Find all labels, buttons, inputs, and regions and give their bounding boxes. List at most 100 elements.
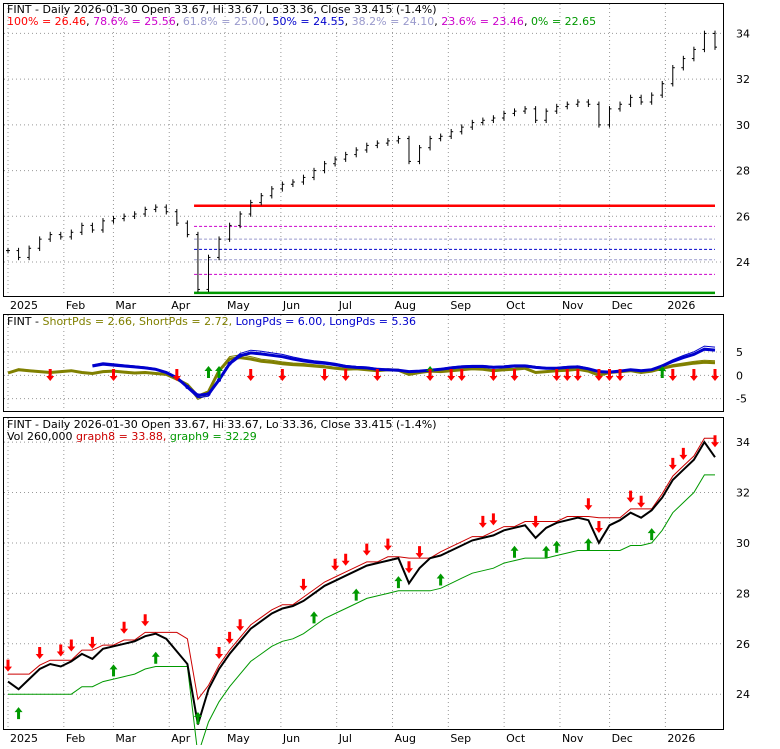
fib-legend: 100% = 26.46, 78.6% = 25.56, 61.8% = 25.… <box>7 15 596 28</box>
price-x-tick-label: Oct <box>506 299 526 312</box>
fib-legend-0: 0% = 22.65 <box>531 15 596 28</box>
guppy-down-arrow <box>278 369 287 381</box>
fib-legend-786: 78.6% = 25.56 <box>93 15 176 28</box>
price-x-tick-label: 2025 <box>10 299 38 312</box>
stop-up-arrow <box>14 707 23 720</box>
stop-up-arrow <box>151 651 160 664</box>
guppy-panel-frame <box>3 314 724 412</box>
price-x-tick-label: Sep <box>450 299 471 312</box>
stop-down-arrow <box>626 490 635 503</box>
price-x-tick-label: Jul <box>338 299 352 312</box>
stop-up-arrow <box>584 538 593 551</box>
stop-up-arrow <box>552 540 561 553</box>
series-layer <box>6 30 717 749</box>
graph9-label: graph9 = 32.29 <box>170 430 257 443</box>
stop-down-arrow <box>404 561 413 574</box>
price-x-tick-label: May <box>227 299 250 312</box>
stop-x-tick-label: Jul <box>338 732 352 745</box>
guppy-down-arrow <box>552 369 561 381</box>
fib-legend-382: 38.2% = 24.10 <box>352 15 435 28</box>
guppy-y-tick-label: -5 <box>736 393 747 406</box>
stop-down-arrow <box>236 619 245 632</box>
guppy-down-arrow <box>616 369 625 381</box>
stop-y-tick-label: 28 <box>736 587 750 600</box>
price-x-tick-label: Feb <box>66 299 85 312</box>
stop-down-arrow <box>331 558 340 571</box>
stop-down-arrow <box>594 520 603 533</box>
stop-panel-title: FINT - Daily 2026-01-30 Open 33.67, Hi 3… <box>7 418 437 431</box>
stop-x-tick-label: Sep <box>450 732 471 745</box>
price-y-tick-label: 24 <box>736 256 750 269</box>
label-layer: 2025 2025 Feb Feb Mar Mar Apr Apr May May Jun Jun Ju… <box>10 27 750 745</box>
guppy-down-arrow <box>447 369 456 381</box>
price-x-tick-label: 2026 <box>667 299 695 312</box>
guppy-y-tick-label: 5 <box>736 346 743 359</box>
guppy-down-arrow <box>563 369 572 381</box>
stop-up-arrow <box>436 573 445 586</box>
graph8-label: graph8 = 33.88, <box>76 430 170 443</box>
short-pds-line <box>7 356 716 399</box>
stop-up-arrow <box>310 611 319 624</box>
guppy-down-arrow <box>109 369 118 381</box>
stop-down-arrow <box>489 513 498 526</box>
guppy-down-arrow <box>373 369 382 381</box>
guppy-down-arrow <box>711 369 719 381</box>
stop-x-tick-label: Oct <box>506 732 526 745</box>
guppy-legend-long-1: LongPds = 6.00, <box>236 315 330 328</box>
stop-up-arrow <box>352 588 361 601</box>
stop-down-arrow <box>225 631 234 644</box>
stop-x-tick-label: 2026 <box>667 732 695 745</box>
stop-y-tick-label: 26 <box>736 638 750 651</box>
price-x-tick-label: Jun <box>282 299 300 312</box>
guppy-down-arrow <box>426 369 435 381</box>
price-y-tick-label: 30 <box>736 119 750 132</box>
stop-panel-frame <box>3 417 724 730</box>
price-x-tick-label: Mar <box>115 299 136 312</box>
stop-down-arrow <box>35 647 44 660</box>
stop-down-arrow <box>4 659 12 672</box>
stop-x-tick-label: Jun <box>282 732 300 745</box>
stop-x-tick-label: 2025 <box>10 732 38 745</box>
price-y-tick-label: 34 <box>736 27 750 40</box>
stop-x-tick-label: Nov <box>562 732 584 745</box>
stop-down-arrow <box>383 538 392 551</box>
stop-down-arrow <box>415 546 424 559</box>
guppy-y-tick-label: 0 <box>736 369 743 382</box>
stop-down-arrow <box>299 578 308 591</box>
fib-legend-50: 50% = 24.55 <box>272 15 344 28</box>
guppy-down-arrow <box>668 369 677 381</box>
guppy-legend-short-1: ShortPds = 2.66, <box>42 315 139 328</box>
graph9-stop-line <box>8 474 715 749</box>
stop-up-arrow <box>394 576 403 589</box>
price-y-tick-label: 32 <box>736 73 750 86</box>
guppy-down-arrow <box>457 369 466 381</box>
stop-x-tick-label: Mar <box>115 732 136 745</box>
guppy-down-arrow <box>341 369 350 381</box>
stop-x-tick-label: Apr <box>171 732 191 745</box>
graph8-stop-line <box>8 437 715 701</box>
stop-up-arrow <box>647 528 656 541</box>
fib-legend-618: 61.8% = 25.00 <box>183 15 266 28</box>
guppy-down-arrow <box>605 369 614 381</box>
guppy-down-arrow <box>573 369 582 381</box>
guppy-legend-ticker: FINT - <box>7 315 42 328</box>
stop-y-tick-label: 32 <box>736 487 750 500</box>
price-x-tick-label: Dec <box>612 299 633 312</box>
stop-y-tick-label: 24 <box>736 688 750 701</box>
stop-down-arrow <box>362 543 371 556</box>
long-pds-line <box>92 347 716 397</box>
price-panel-title: FINT - Daily 2026-01-30 Open 33.67, Hi 3… <box>7 3 437 16</box>
marker-layer <box>4 366 719 724</box>
long-pds-marker <box>217 378 222 382</box>
long-pds-marker <box>195 393 200 398</box>
stop-x-tick-label: May <box>227 732 250 745</box>
stop-down-arrow <box>584 498 593 511</box>
volume-label: Vol 260,000 <box>7 430 76 443</box>
price-x-tick-label: Nov <box>562 299 584 312</box>
price-x-tick-label: Aug <box>395 299 416 312</box>
stop-x-tick-label: Dec <box>612 732 633 745</box>
guppy-down-arrow <box>689 369 698 381</box>
stop-down-arrow <box>531 515 540 528</box>
